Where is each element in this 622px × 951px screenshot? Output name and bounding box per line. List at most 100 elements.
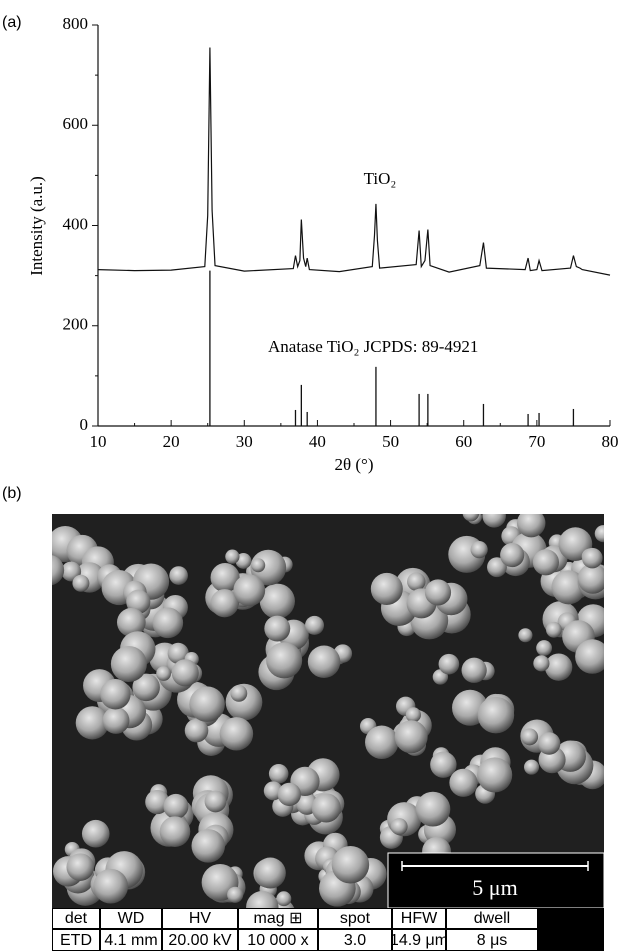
particle	[145, 789, 170, 815]
table-cell	[101, 909, 161, 928]
particle	[470, 541, 488, 559]
y-tick-label: 400	[63, 214, 89, 233]
y-axis-label: Intensity (a.u.)	[27, 176, 46, 276]
particle	[230, 684, 248, 702]
particle	[163, 793, 189, 819]
particle	[126, 589, 151, 614]
particle	[152, 607, 184, 639]
particle	[266, 642, 303, 679]
table-cell	[393, 909, 445, 928]
particle	[407, 572, 426, 591]
particle	[219, 717, 254, 751]
particle	[169, 566, 188, 585]
particle	[210, 589, 239, 618]
particle	[189, 686, 225, 722]
particle	[81, 819, 110, 848]
table-cell	[239, 930, 317, 950]
table-value: ETD	[60, 932, 92, 949]
particle	[449, 768, 478, 797]
table-cell	[53, 909, 99, 928]
table-cell	[319, 930, 391, 950]
table-cell	[101, 930, 161, 950]
particle	[156, 666, 172, 681]
table-cell	[163, 930, 237, 950]
particle	[390, 818, 408, 836]
series-label: Anatase TiO₂ JCPDS: 89-4921	[268, 337, 478, 356]
table-cell	[53, 930, 99, 950]
table-header: HV	[189, 910, 212, 927]
particle	[524, 759, 540, 775]
particle	[477, 696, 515, 734]
x-tick-label: 70	[528, 432, 545, 451]
particle	[191, 829, 226, 863]
particle	[75, 706, 109, 740]
table-header: dwell	[474, 910, 510, 927]
particle	[582, 547, 603, 569]
y-tick-label: 600	[63, 114, 89, 133]
particle	[415, 791, 451, 827]
table-header: spot	[340, 910, 371, 927]
particle	[551, 570, 586, 605]
particle	[521, 728, 539, 746]
particle	[533, 655, 550, 672]
scale-bar-box	[387, 852, 605, 909]
x-axis-label: 2θ (°)	[334, 455, 373, 474]
particle	[268, 764, 289, 784]
particle	[516, 514, 546, 538]
particle	[259, 583, 295, 619]
table-cell	[447, 930, 537, 950]
particle	[311, 793, 341, 823]
panel-label: (b)	[2, 485, 22, 502]
particle	[93, 868, 129, 904]
particle	[537, 732, 561, 755]
particle	[405, 707, 421, 723]
x-tick-label: 50	[382, 432, 399, 451]
x-tick-label: 80	[602, 432, 619, 451]
x-tick-label: 20	[163, 432, 180, 451]
x-tick-label: 10	[90, 432, 107, 451]
particle	[546, 621, 562, 638]
particle	[210, 563, 240, 593]
series-label: TiO₂	[364, 169, 397, 188]
particle	[370, 572, 403, 605]
table-value: 4.1 mm	[104, 932, 157, 949]
particle	[204, 790, 227, 813]
xrd-pattern	[97, 47, 611, 276]
particle	[264, 615, 291, 642]
particle	[575, 639, 604, 674]
particle	[544, 653, 573, 681]
particle	[110, 645, 147, 682]
table-header: mag ⊞	[254, 910, 303, 927]
particle	[307, 645, 341, 679]
particle	[394, 720, 428, 754]
particle	[461, 657, 487, 683]
table-cell	[393, 930, 445, 950]
particle	[277, 782, 301, 807]
particle	[251, 558, 266, 573]
particle	[536, 640, 553, 656]
table-cell	[239, 909, 317, 928]
x-tick-label: 60	[455, 432, 472, 451]
particle	[365, 725, 399, 760]
particle	[594, 525, 604, 543]
particle	[132, 673, 160, 702]
table-value: 10 000 x	[247, 932, 308, 949]
sem-image	[52, 514, 604, 908]
table-value: 14.9 μm	[390, 932, 448, 949]
particle	[227, 886, 244, 903]
particle	[430, 751, 457, 778]
particle	[184, 718, 209, 743]
x-tick-label: 40	[309, 432, 326, 451]
particle	[276, 891, 292, 907]
table-cell	[319, 909, 391, 928]
particle	[482, 514, 506, 528]
particle	[235, 553, 252, 569]
particle	[462, 514, 480, 522]
particle	[100, 678, 131, 710]
particle	[518, 628, 533, 643]
particle	[72, 574, 90, 592]
table-cell	[447, 909, 537, 928]
particle	[438, 653, 460, 675]
scale-bar-label: 5 μm	[472, 875, 517, 900]
